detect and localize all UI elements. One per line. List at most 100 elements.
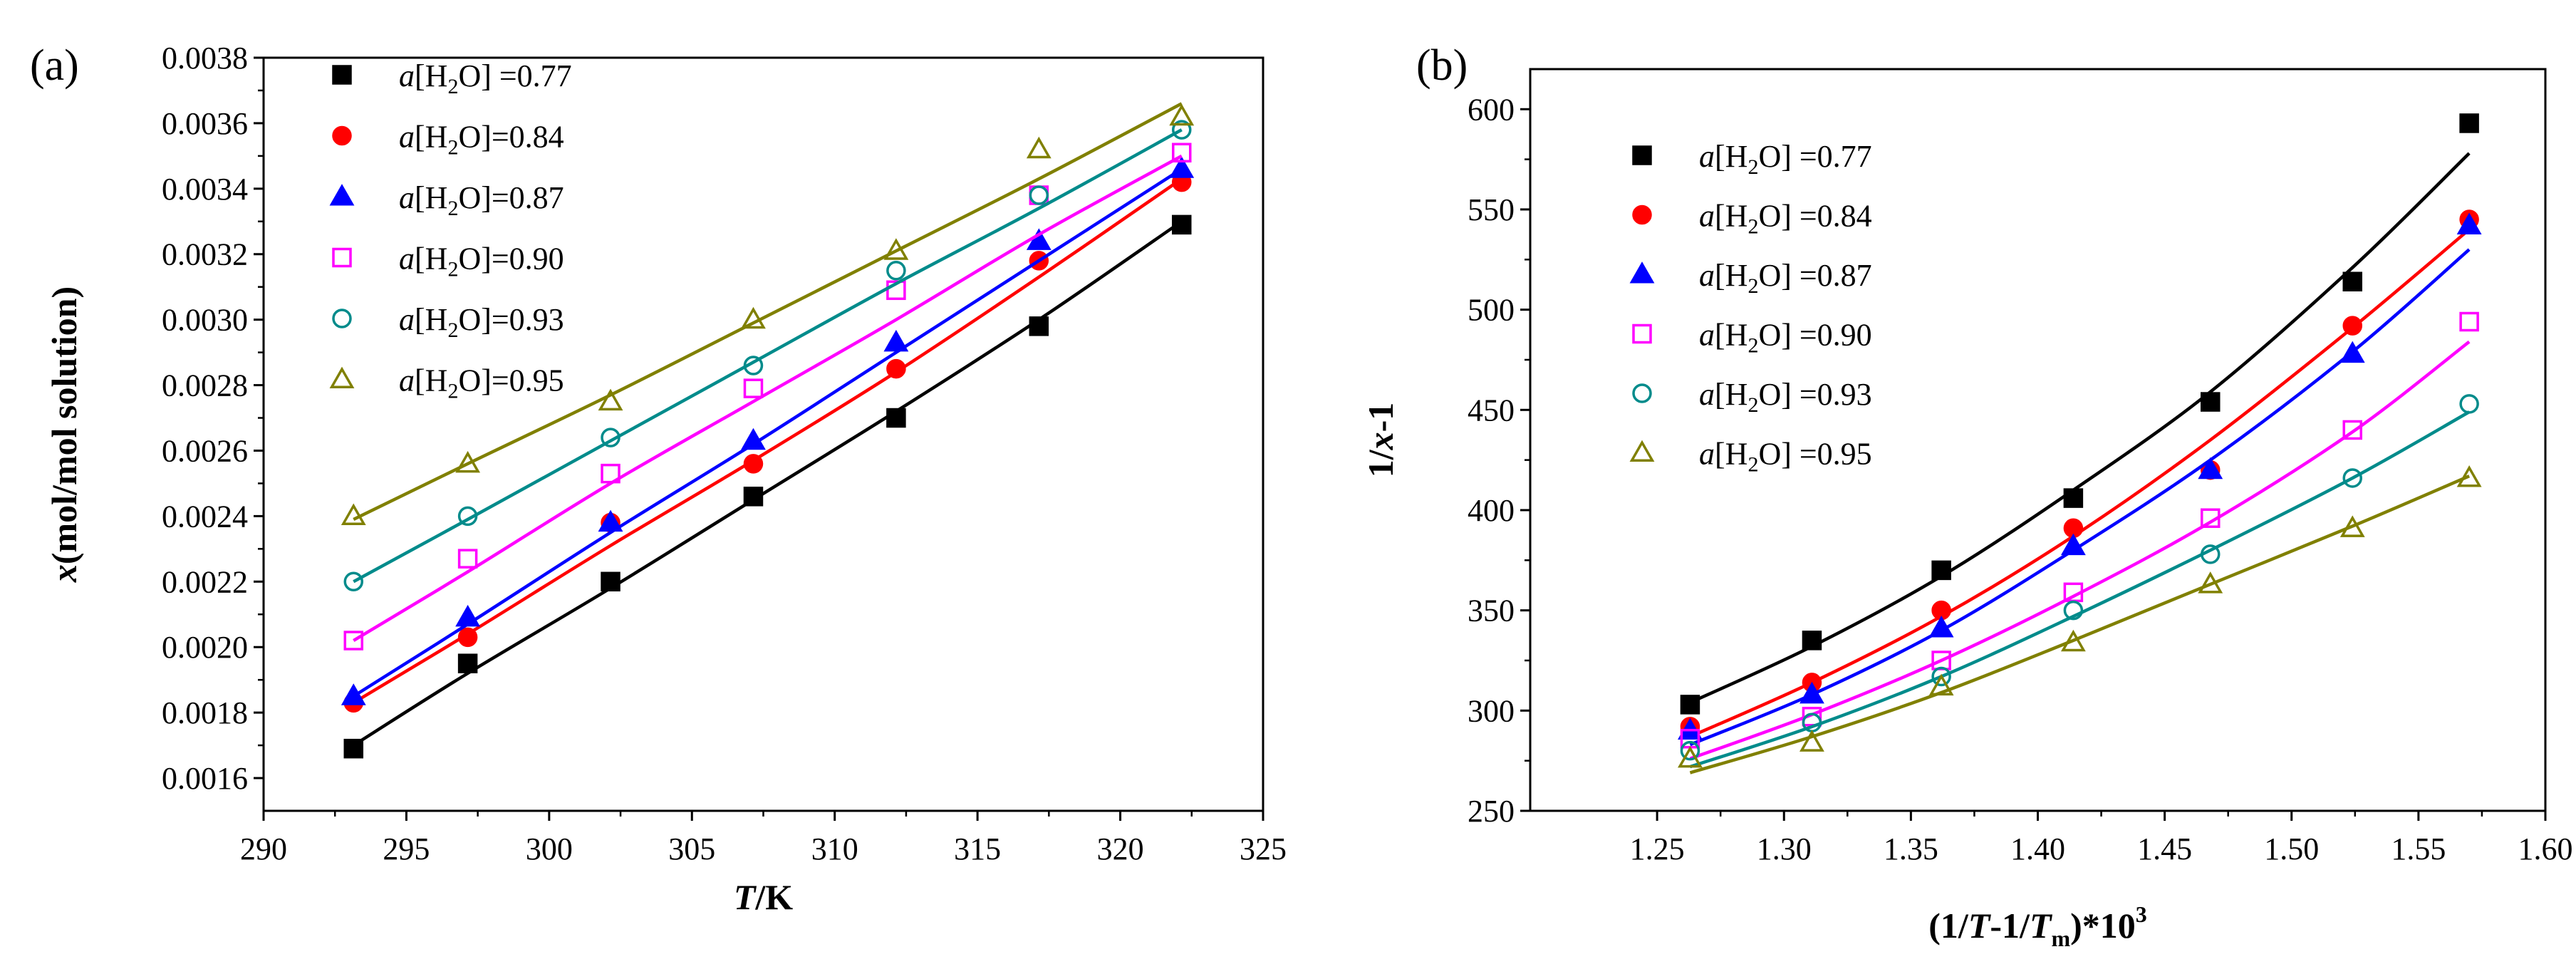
fit-line	[353, 219, 1183, 747]
series-0	[1680, 113, 2479, 715]
legend-italic: a	[1699, 377, 1715, 412]
chart-panel-a: 290 295 300 305 310 315 320 325 0.0016 0.0018 0.00…	[30, 41, 1287, 917]
data-point	[741, 428, 766, 450]
data-point	[1172, 142, 1192, 163]
legend-subscript: 2	[447, 318, 458, 342]
y-axis-title-italic: x	[44, 564, 84, 583]
legend-italic: a	[1699, 199, 1715, 234]
legend-marker	[1632, 323, 1652, 344]
legend-label: a[H2O] =0.90	[1699, 318, 1872, 358]
legend-italic: a	[1699, 437, 1715, 472]
data-point	[601, 463, 620, 484]
x-axis-title-subscript: m	[2051, 926, 2070, 951]
x-tick-label: 315	[954, 831, 1001, 866]
y-tick-label: 0.0018	[162, 695, 248, 730]
data-point	[2201, 508, 2221, 528]
fit-line	[1689, 152, 2471, 705]
data-point	[457, 653, 478, 673]
data-point	[2342, 271, 2362, 291]
legend-entry-5: a[H2O]=0.95	[329, 363, 564, 403]
data-point	[2342, 316, 2362, 336]
legend-part: [H	[1715, 139, 1747, 174]
data-point	[883, 329, 909, 352]
x-tick-label: 1.50	[2264, 831, 2319, 866]
data-point	[1931, 666, 1951, 687]
legend-marker	[1629, 440, 1655, 462]
legend-italic: a	[399, 180, 415, 215]
y-tick-label: 0.0030	[162, 303, 248, 338]
data-point	[886, 358, 906, 379]
y-tick-label: 350	[1468, 594, 1515, 628]
x-tick-label: 1.30	[1757, 831, 1812, 866]
legend-entry-3: a[H2O]=0.90	[332, 242, 564, 281]
x-tick-label: 310	[811, 831, 858, 866]
legend-italic: a	[399, 120, 415, 155]
y-axis-title-part: -1	[1361, 403, 1401, 432]
fit-line	[1689, 475, 2471, 774]
data-point	[1680, 695, 1700, 715]
legend-label: a[H2O]=0.93	[399, 302, 564, 342]
data-point	[341, 683, 366, 705]
legend-part: [H	[1715, 437, 1747, 472]
data-point	[2060, 629, 2086, 652]
x-tick-label: 305	[668, 831, 715, 866]
legend-part: [H	[415, 58, 447, 93]
legend-part: O] =0.90	[1758, 318, 1871, 353]
y-axis-title-italic: x	[1361, 432, 1401, 450]
legend-part: [H	[415, 363, 447, 398]
legend-part: O]=0.93	[458, 302, 564, 337]
data-point	[2063, 488, 2084, 508]
legend-subscript: 2	[447, 380, 458, 403]
legend-part: O]=0.90	[458, 242, 564, 276]
data-point	[743, 378, 764, 398]
legend-subscript: 2	[1747, 453, 1758, 477]
panel-label: (b)	[1416, 41, 1468, 90]
y-tick-label: 0.0022	[162, 564, 248, 599]
data-point	[1172, 120, 1192, 140]
legend-subscript: 2	[1747, 155, 1758, 179]
data-point	[743, 454, 764, 474]
fit-line	[353, 128, 1183, 584]
legend-entry-5: a[H2O] =0.95	[1629, 437, 1872, 477]
data-point	[457, 506, 478, 527]
legend-subscript: 2	[447, 75, 458, 98]
data-point	[886, 408, 906, 428]
y-tick-label: 0.0032	[162, 237, 248, 272]
legend-italic: a	[1699, 318, 1715, 353]
legend-italic: a	[399, 242, 415, 276]
series-2	[1678, 212, 2482, 747]
data-point	[2456, 465, 2482, 487]
legend-label: a[H2O] =0.87	[1699, 258, 1872, 298]
x-axis-title-rest: /K	[754, 877, 793, 917]
y-axis-title-part: 1/	[1361, 449, 1401, 477]
legend-marker	[332, 247, 352, 268]
legend-part: O]=0.87	[458, 180, 564, 215]
fit-line	[1689, 410, 2471, 769]
data-point	[1931, 560, 1951, 581]
data-point	[2459, 394, 2479, 414]
x-axis-title: T/K	[734, 877, 793, 917]
legend-entry-4: a[H2O] =0.93	[1632, 377, 1872, 417]
y-tick-label: 250	[1468, 794, 1515, 829]
plot-frame	[262, 56, 1264, 812]
legend-entry-1: a[H2O] =0.84	[1632, 199, 1872, 239]
fit-line	[353, 102, 1183, 522]
legend-marker	[329, 366, 355, 389]
legend-entry-2: a[H2O]=0.87	[329, 180, 564, 220]
legend-part: [H	[415, 302, 447, 337]
series-4	[343, 120, 1192, 592]
legend-part: O] =0.84	[1758, 199, 1871, 234]
data-point	[741, 306, 766, 329]
legend-part: O] =0.77	[1758, 139, 1871, 174]
legend-marker	[329, 184, 355, 206]
x-tick-label: 1.40	[2010, 831, 2065, 866]
series-2	[341, 156, 1195, 705]
y-tick-label: 0.0038	[162, 41, 248, 76]
y-axis-title-rest: (mol/mol solution)	[44, 286, 84, 564]
data-point	[2198, 571, 2223, 594]
legend-label: a[H2O]=0.84	[399, 120, 564, 160]
legend-part: [H	[1715, 377, 1747, 412]
legend-label: a[H2O]=0.87	[399, 180, 564, 220]
